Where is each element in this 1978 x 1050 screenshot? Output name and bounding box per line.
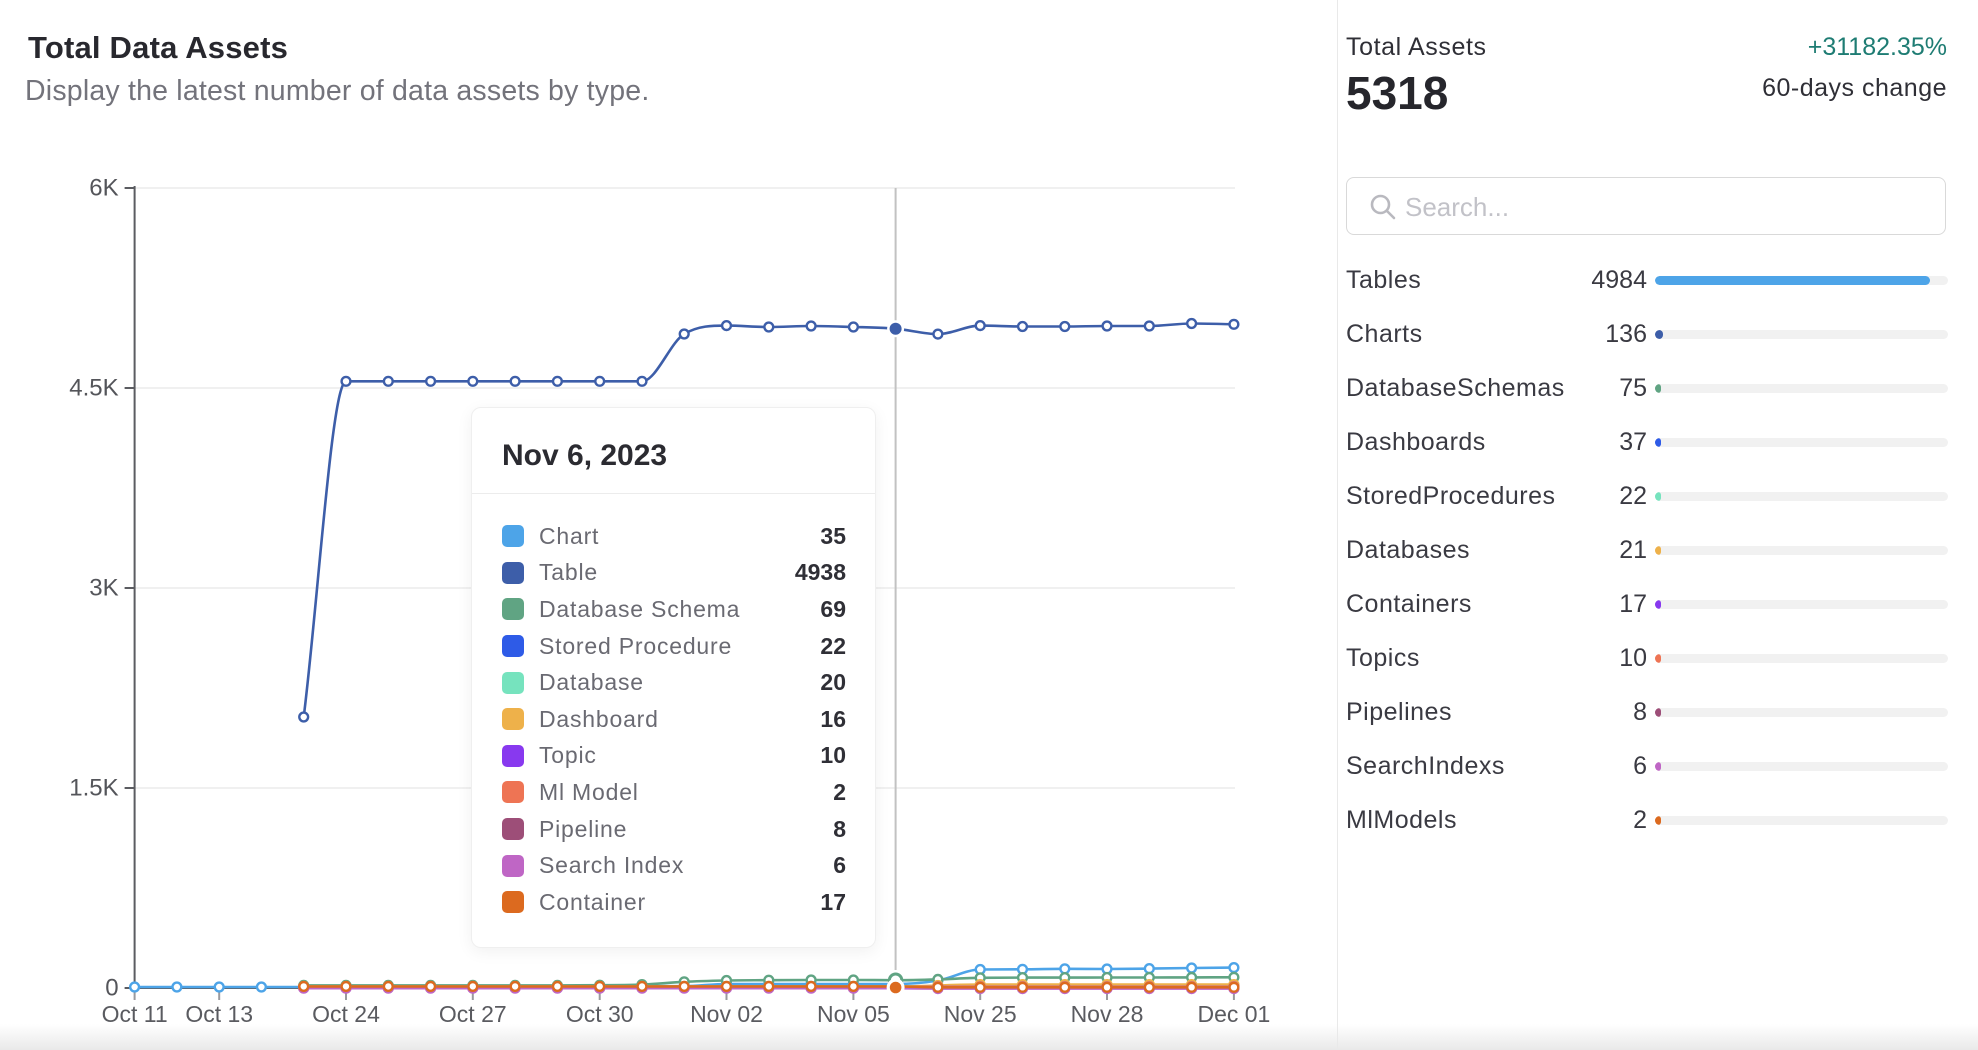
svg-text:Nov 05: Nov 05 [817, 1001, 890, 1027]
svg-text:0: 0 [105, 975, 118, 1002]
svg-text:Oct 13: Oct 13 [185, 1001, 253, 1027]
svg-text:Nov 02: Nov 02 [690, 1001, 763, 1027]
svg-text:Oct 30: Oct 30 [566, 1001, 634, 1027]
svg-text:6K: 6K [89, 175, 118, 202]
svg-text:Nov 25: Nov 25 [944, 1001, 1017, 1027]
svg-text:1.5K: 1.5K [69, 775, 118, 802]
svg-text:4.5K: 4.5K [69, 375, 118, 402]
svg-text:Oct 24: Oct 24 [312, 1001, 380, 1027]
svg-text:Oct 11: Oct 11 [102, 1001, 168, 1027]
svg-text:Nov 28: Nov 28 [1071, 1001, 1144, 1027]
svg-text:Dec 01: Dec 01 [1197, 1001, 1270, 1027]
svg-text:3K: 3K [89, 575, 118, 602]
svg-text:Oct 27: Oct 27 [439, 1001, 507, 1027]
